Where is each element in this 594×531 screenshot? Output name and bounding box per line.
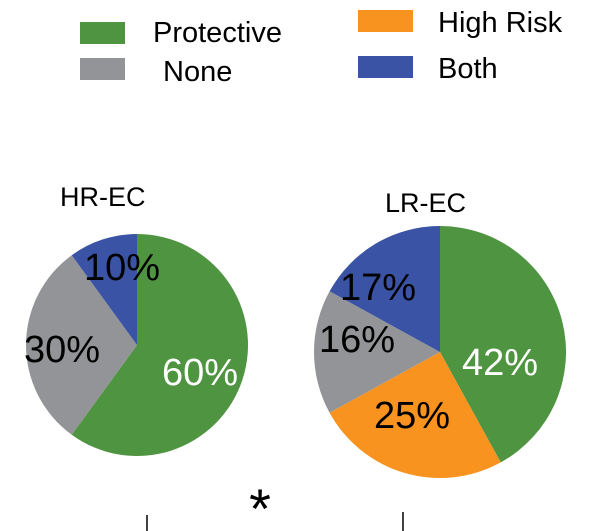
- slice-hr-ec-both: [71, 234, 137, 345]
- slice-lr-ec-high-risk: [329, 352, 501, 479]
- slice-label-hr-ec-none: 30%: [24, 329, 100, 371]
- slice-lr-ec-protective: [440, 226, 567, 463]
- legend-swatch-both: [358, 56, 413, 78]
- legend-swatch-high-risk: [358, 10, 413, 32]
- slice-label-hr-ec-both: 10%: [84, 247, 160, 289]
- slice-label-lr-ec-protective: 42%: [462, 342, 538, 384]
- slice-lr-ec-both: [329, 226, 440, 352]
- slice-label-hr-ec-protective: 60%: [162, 352, 238, 394]
- legend: Protective High Risk None Both: [80, 7, 563, 88]
- slice-hr-ec-protective: [71, 234, 249, 457]
- legend-label-none: None: [163, 56, 232, 88]
- pie-title-hr-ec: HR-EC: [60, 182, 146, 212]
- pie-title-lr-ec: LR-EC: [385, 188, 466, 218]
- slice-label-lr-ec-high-risk: 25%: [374, 395, 450, 437]
- slice-label-lr-ec-none: 16%: [319, 319, 395, 361]
- legend-label-high-risk: High Risk: [438, 7, 563, 39]
- pie-hr-ec: 60% 30% 10%: [24, 234, 249, 457]
- significance-asterisk: *: [249, 477, 271, 531]
- legend-label-both: Both: [438, 53, 498, 85]
- slice-label-lr-ec-both: 17%: [340, 267, 416, 309]
- slice-lr-ec-none: [314, 291, 440, 413]
- legend-label-protective: Protective: [153, 17, 282, 49]
- pie-lr-ec: 42% 25% 16% 17%: [314, 226, 567, 479]
- legend-swatch-protective: [80, 22, 125, 44]
- slice-hr-ec-none: [26, 255, 137, 435]
- legend-swatch-none: [80, 58, 125, 80]
